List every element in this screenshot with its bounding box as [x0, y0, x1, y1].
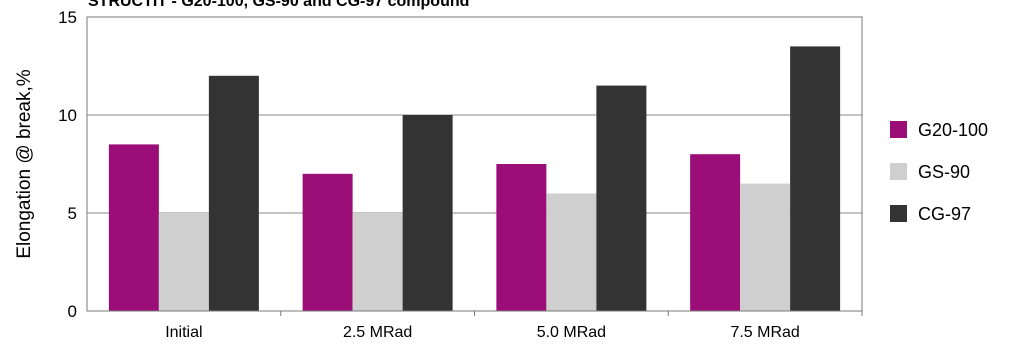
x-tick-label: 2.5 MRad [343, 324, 412, 341]
bar-g20-100-0 [108, 144, 159, 311]
bar-cg-97-2 [596, 85, 647, 311]
legend-swatch-cg-97 [890, 205, 907, 222]
bar-g20-100-2 [496, 164, 547, 311]
bar-gs-90-1 [352, 213, 403, 311]
y-tick-label: 15 [58, 8, 77, 27]
bar-cg-97-3 [790, 46, 841, 312]
x-tick-label: Initial [165, 324, 202, 341]
x-axis: Initial 2.5 MRad 5.0 MRad 7.5 MRad [165, 311, 863, 341]
bar-gs-90-2 [546, 193, 597, 311]
y-tick-label: 0 [68, 302, 77, 321]
bars [108, 46, 841, 312]
legend-label-cg-97: CG-97 [918, 204, 971, 224]
y-axis-title: Elongation @ break,% [14, 69, 35, 258]
legend-swatch-gs-90 [890, 163, 907, 180]
legend-label-gs-90: GS-90 [918, 162, 970, 182]
y-axis: 0 5 10 15 [58, 8, 77, 321]
legend: G20-100 GS-90 CG-97 [890, 120, 988, 224]
bar-cg-97-1 [402, 115, 453, 311]
legend-label-g20-100: G20-100 [918, 120, 988, 140]
bar-cg-97-0 [208, 75, 259, 311]
bar-g20-100-3 [690, 154, 741, 311]
legend-swatch-g20-100 [890, 121, 907, 138]
x-tick-label: 5.0 MRad [537, 324, 606, 341]
bar-gs-90-3 [740, 183, 791, 311]
y-tick-label: 5 [68, 204, 77, 223]
bar-g20-100-1 [302, 173, 353, 311]
y-tick-label: 10 [58, 106, 77, 125]
bar-gs-90-0 [158, 213, 209, 311]
chart-title: STRUCTIT - G20-100, GS-90 and CG-97 comp… [88, 0, 469, 10]
x-tick-label: 7.5 MRad [730, 324, 799, 341]
